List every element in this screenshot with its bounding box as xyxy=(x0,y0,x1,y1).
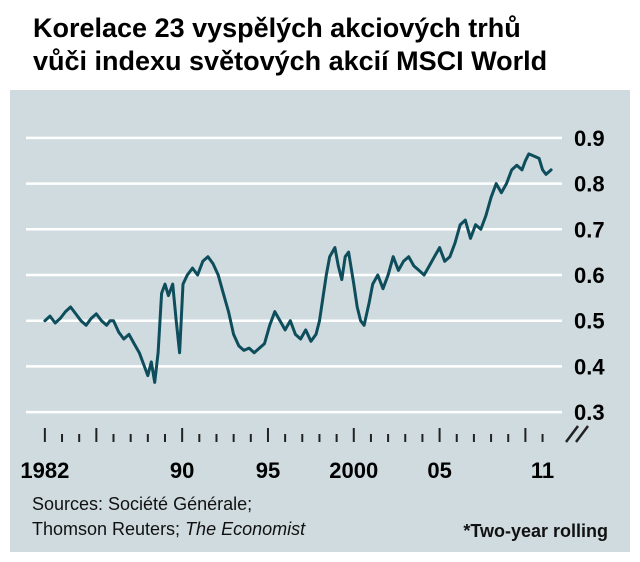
series-line xyxy=(43,152,553,384)
y-tick-label: 0.6 xyxy=(574,263,605,288)
x-tick-label: 90 xyxy=(170,458,194,483)
axis-break-icon xyxy=(565,425,589,443)
x-tick-label: 1982 xyxy=(20,458,69,483)
page-title: Korelace 23 vyspělých akciových trhů vůč… xyxy=(33,12,547,78)
gridlines xyxy=(26,136,562,414)
footnote: *Two-year rolling xyxy=(463,521,608,541)
chart-svg: 0.9 0.8 0.7 0.6 0.5 0.4 0.3 1982 90 95 2000 05 11 xyxy=(20,126,605,483)
x-tick-label: 11 xyxy=(531,458,554,483)
sources-line-2: Thomson Reuters; The Economist xyxy=(32,517,305,542)
title-line-1: Korelace 23 vyspělých akciových trhů xyxy=(33,13,521,43)
y-tick-labels: 0.9 0.8 0.7 0.6 0.5 0.4 0.3 xyxy=(574,126,605,425)
x-tick-labels: 1982 90 95 2000 05 11 xyxy=(20,458,554,483)
sources-line-2-italic: The Economist xyxy=(185,518,306,539)
x-tick-label: 95 xyxy=(256,458,280,483)
y-tick-label: 0.8 xyxy=(574,172,605,197)
sources-note: Sources: Société Générale; Thomson Reute… xyxy=(32,492,305,542)
x-tick-label: 05 xyxy=(427,458,451,483)
x-tick-label: 2000 xyxy=(329,458,378,483)
sources-line-2-plain: Thomson Reuters; xyxy=(32,518,186,539)
y-tick-label: 0.3 xyxy=(574,400,605,425)
chart-panel: 0.9 0.8 0.7 0.6 0.5 0.4 0.3 1982 90 95 2000 05 11 So… xyxy=(10,90,630,552)
x-ticks xyxy=(43,428,544,442)
y-tick-label: 0.7 xyxy=(574,217,605,242)
title-line-2: vůči indexu světových akcií MSCI World xyxy=(33,45,548,76)
sources-line-1: Sources: Société Générale; xyxy=(32,493,253,514)
y-tick-label: 0.4 xyxy=(574,354,605,379)
y-tick-label: 0.5 xyxy=(574,309,605,334)
y-tick-label: 0.9 xyxy=(574,126,605,151)
